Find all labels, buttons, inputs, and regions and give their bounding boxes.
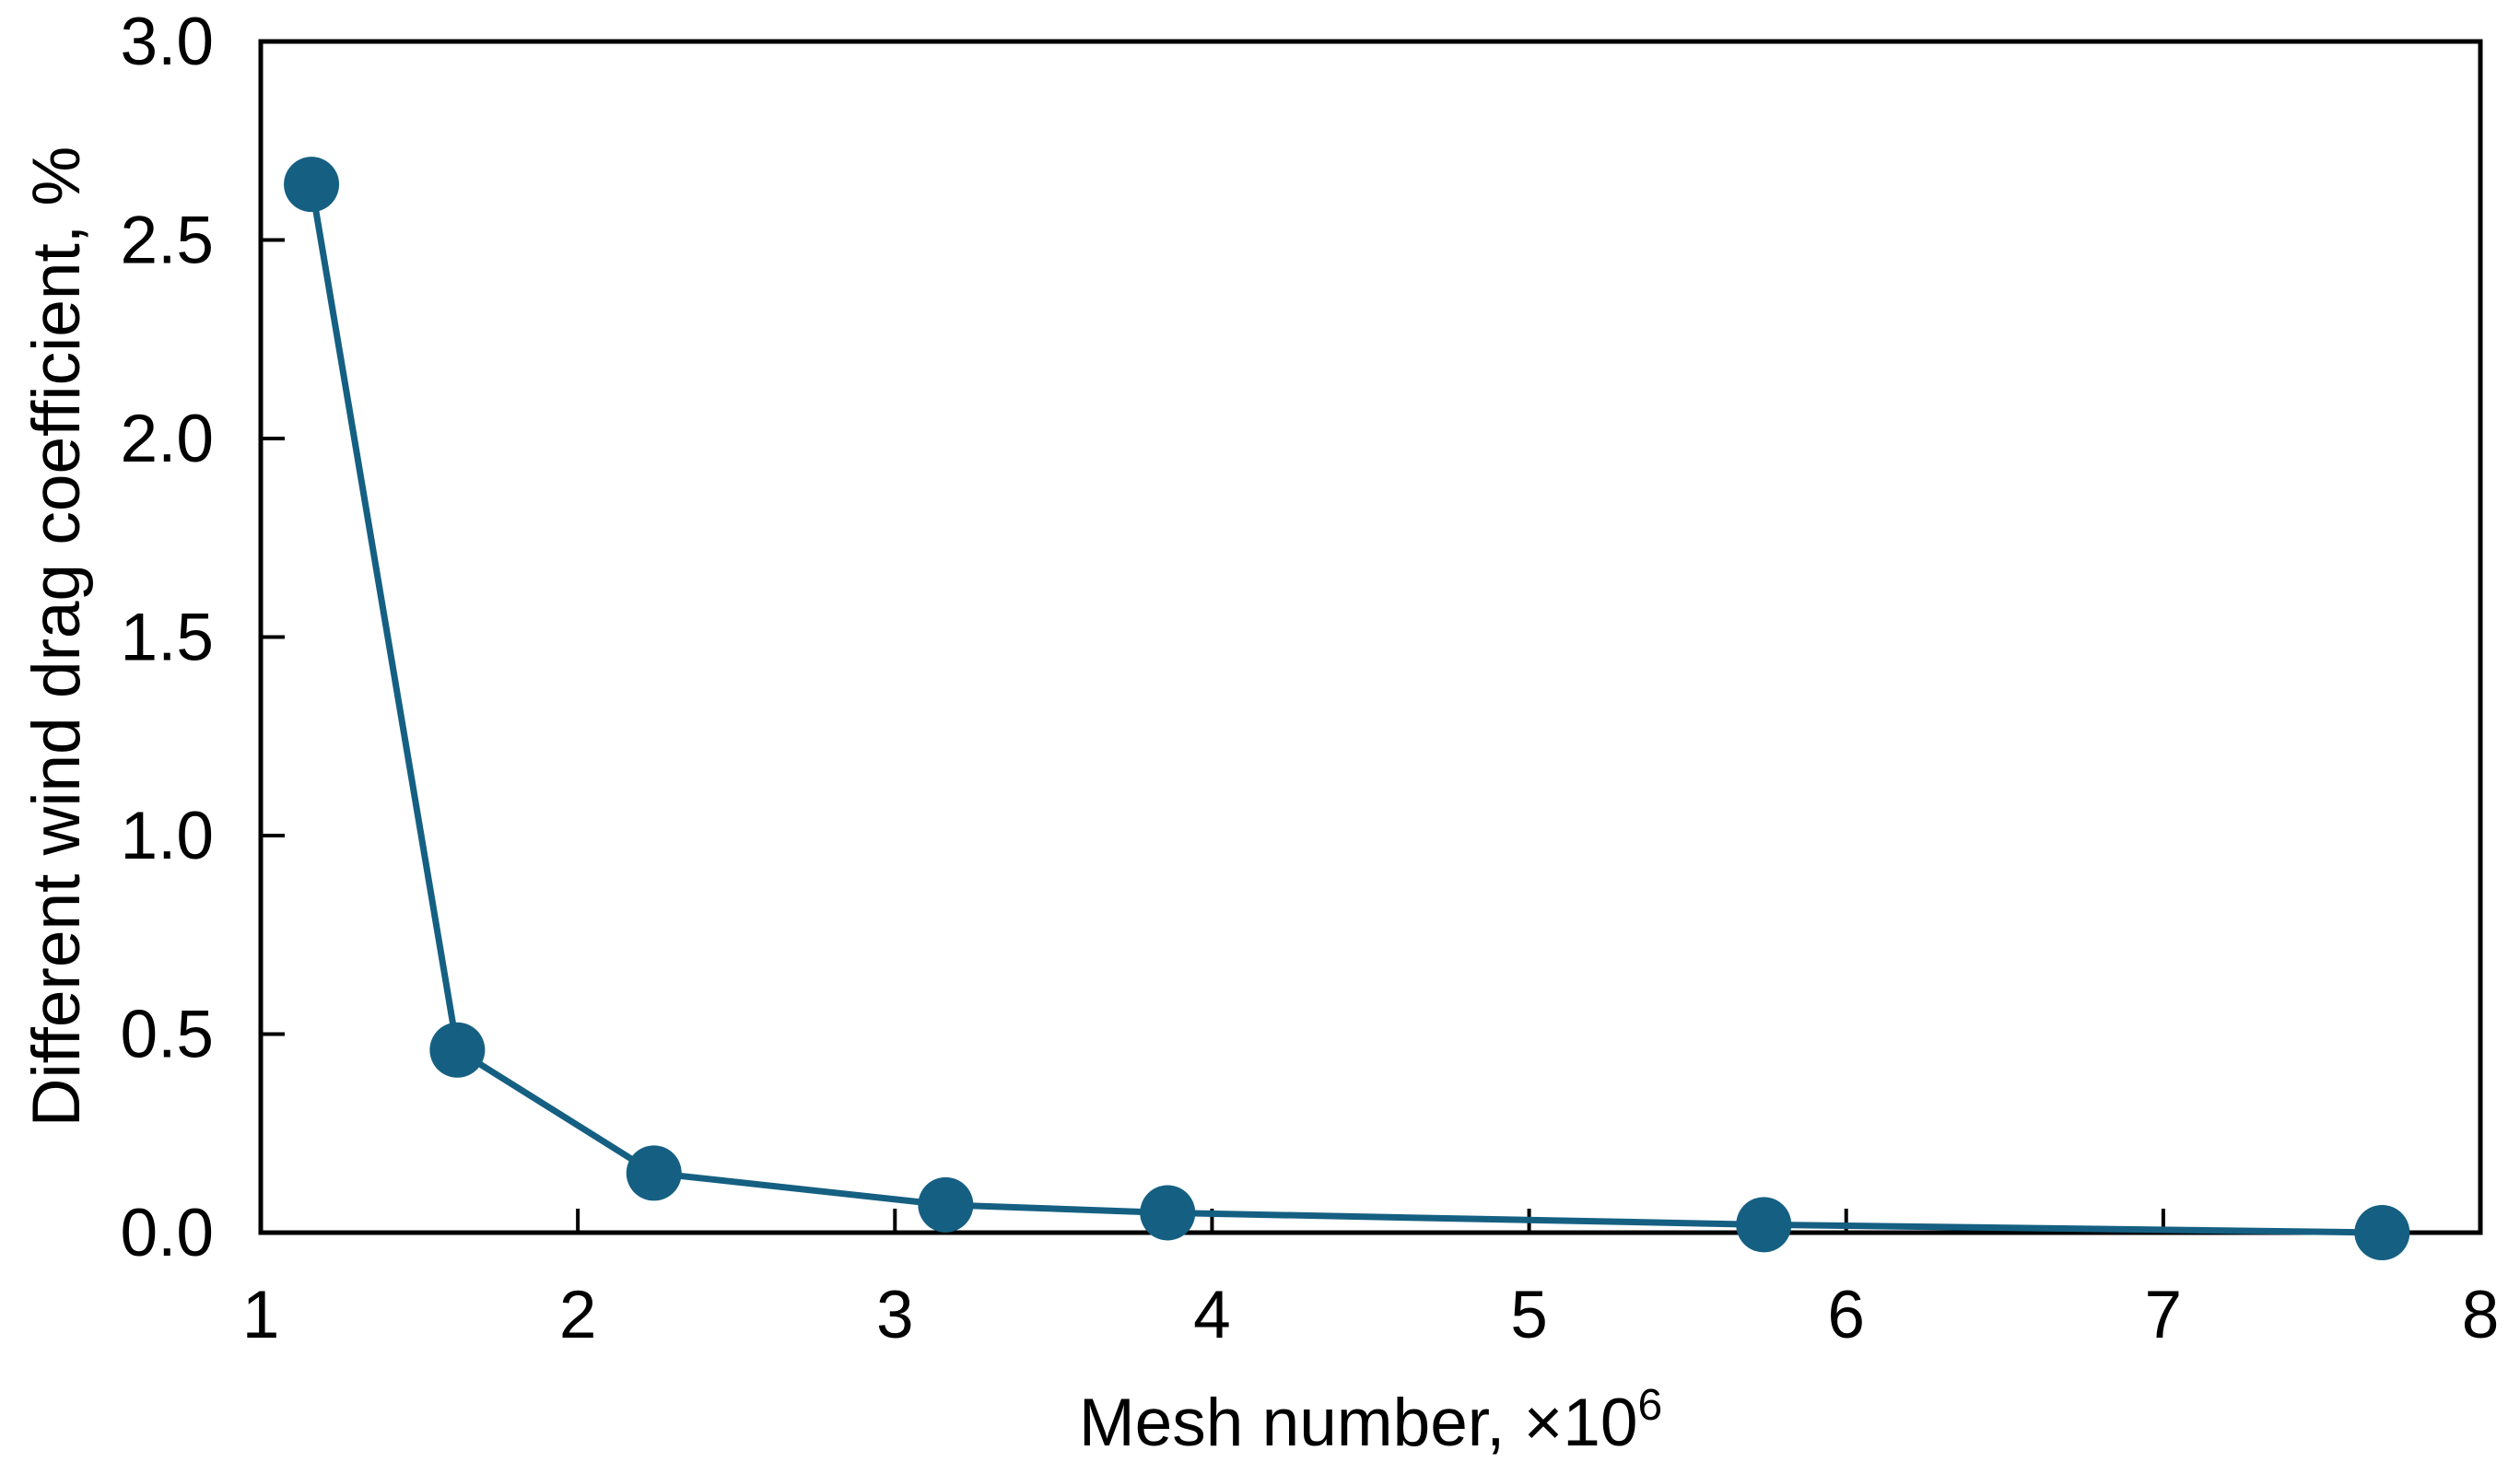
y-tick-label: 2.0 — [121, 402, 214, 476]
y-tick-label: 0.0 — [121, 1196, 214, 1270]
y-tick-label: 2.5 — [121, 204, 214, 278]
x-tick-label: 8 — [2462, 1278, 2500, 1352]
x-axis-title-exponent: 6 — [1637, 1381, 1663, 1430]
x-axis-title-text: Mesh number, ×10 — [1078, 1386, 1638, 1460]
x-tick-label: 7 — [2145, 1278, 2183, 1352]
data-point-marker — [429, 1022, 486, 1078]
y-tick-label: 1.5 — [121, 601, 214, 675]
data-point-marker — [626, 1145, 682, 1201]
data-point-marker — [1140, 1185, 1196, 1241]
x-tick-label: 1 — [242, 1278, 280, 1352]
plot-frame — [258, 39, 2483, 1235]
x-tick-label: 2 — [559, 1278, 597, 1352]
data-point-marker — [2354, 1205, 2410, 1260]
x-tick-label: 5 — [1510, 1278, 1548, 1352]
data-point-marker — [918, 1176, 974, 1233]
y-tick-label: 1.0 — [121, 799, 214, 873]
x-tick-label: 6 — [1827, 1278, 1865, 1352]
y-tick-label: 3.0 — [121, 5, 214, 79]
y-tick-label: 0.5 — [121, 998, 214, 1072]
x-tick-label: 4 — [1193, 1278, 1231, 1352]
y-axis-title: Different wind drag coefficient, % — [18, 146, 94, 1128]
x-axis-title: Mesh number, ×106 — [261, 1381, 2480, 1460]
series-line — [308, 181, 2385, 1236]
data-point-marker — [1736, 1197, 1792, 1253]
x-tick-label: 3 — [876, 1278, 914, 1352]
data-point-marker — [284, 157, 340, 213]
